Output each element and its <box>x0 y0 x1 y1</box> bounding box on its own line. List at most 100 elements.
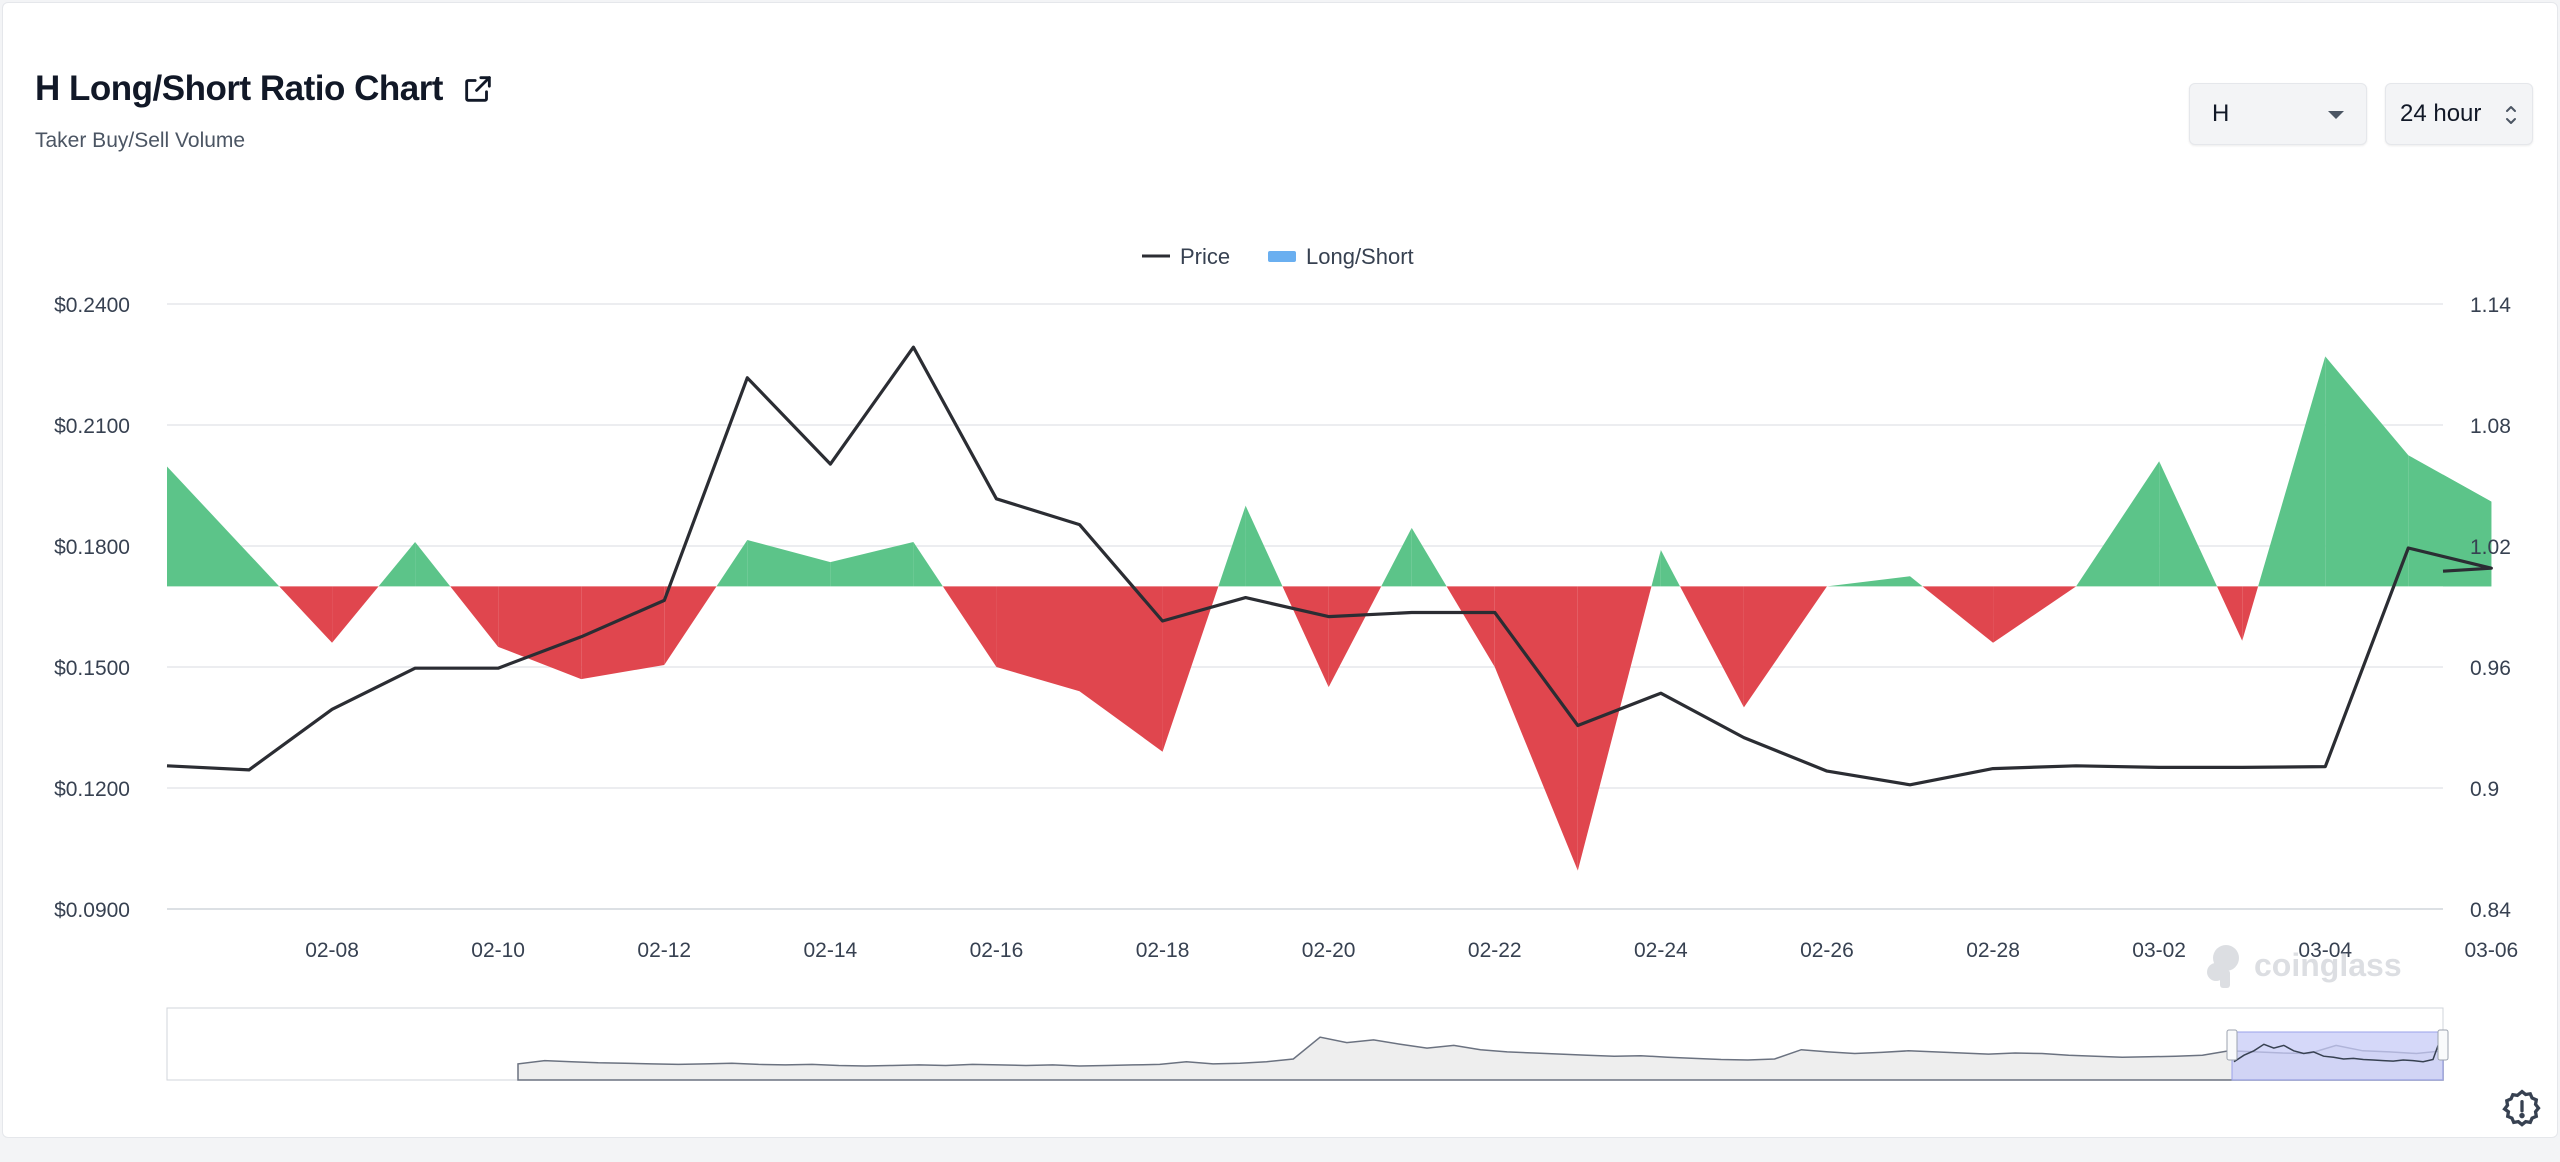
y-right-tick-label: 1.08 <box>2470 415 2511 438</box>
x-axis: 02-08 02-10 02-12 02-14 02-16 02-18 02-20 02-22… <box>305 939 2518 962</box>
gear-icon <box>2502 1089 2541 1127</box>
navigator-left-handle[interactable] <box>2226 1029 2238 1061</box>
short-area-segment <box>2242 586 2259 641</box>
navigator-right-handle[interactable] <box>2437 1029 2449 1061</box>
long-short-area <box>167 356 2492 871</box>
short-area-segment <box>1162 586 1219 752</box>
long-area-segment <box>716 539 748 587</box>
short-area-segment <box>450 586 499 647</box>
legend-price-label: Price <box>1180 244 1230 269</box>
watermark-text: coinglass <box>2254 947 2402 983</box>
y-left-tick-label: $0.1800 <box>54 536 130 559</box>
x-tick-label: 02-08 <box>305 939 359 962</box>
x-tick-label: 02-14 <box>803 939 857 962</box>
price-series <box>166 345 2493 787</box>
long-area-segment <box>747 539 831 587</box>
x-tick-label: 03-04 <box>2298 939 2352 962</box>
y-right-tick-label: 1.14 <box>2470 294 2511 317</box>
external-link-icon[interactable] <box>461 72 495 106</box>
legend-long-short-label: Long/Short <box>1306 244 1414 269</box>
long-area-segment <box>1218 505 1246 587</box>
x-tick-label: 02-28 <box>1966 939 2020 962</box>
y-left-tick-label: $0.2100 <box>54 415 130 438</box>
long-area-segment <box>415 541 451 587</box>
watermark: coinglass <box>2207 945 2402 988</box>
y-right-tick-label: 1.02 <box>2470 536 2511 559</box>
x-tick-label: 03-02 <box>2132 939 2186 962</box>
long-area-segment <box>249 554 280 587</box>
short-area-segment <box>279 586 333 643</box>
short-area-segment <box>1328 586 1382 688</box>
long-area-segment <box>2258 356 2326 587</box>
short-area-segment <box>996 586 1080 692</box>
page-footer-strip <box>0 1140 2560 1162</box>
period-select-value: 24 hour <box>2400 100 2482 127</box>
coinglass-logo-icon <box>2207 945 2239 988</box>
settings-gear-button[interactable] <box>2500 1087 2544 1131</box>
short-area-segment <box>1743 586 1827 708</box>
symbol-select[interactable]: H <box>2189 83 2367 145</box>
short-area-segment <box>1079 586 1163 752</box>
long-area-segment <box>2076 461 2160 587</box>
x-tick-label: 02-18 <box>1136 939 1190 962</box>
short-area-segment <box>664 586 717 665</box>
long-area-segment <box>1826 576 1910 587</box>
x-tick-label: 02-10 <box>471 939 525 962</box>
short-area-segment <box>1494 586 1578 871</box>
chevron-down-icon <box>2328 111 2344 119</box>
short-area-segment <box>942 586 997 667</box>
symbol-select-value: H <box>2212 100 2230 127</box>
long-area-segment <box>1381 527 1412 587</box>
long-area-segment <box>1245 505 1283 587</box>
y-left-tick-label: $0.2400 <box>54 294 130 317</box>
short-area-segment <box>1993 586 2077 643</box>
long-area-segment <box>913 541 943 587</box>
short-area-segment <box>498 586 582 680</box>
short-area-segment <box>1282 586 1329 688</box>
x-tick-label: 02-16 <box>970 939 1024 962</box>
period-select[interactable]: 24 hour <box>2385 83 2533 145</box>
y-left-tick-label: $0.1500 <box>54 657 130 680</box>
up-down-chevron-icon <box>2504 102 2518 128</box>
navigator-selection-line <box>2233 1031 2444 1063</box>
y-right-tick-label: 0.9 <box>2470 778 2499 801</box>
long-area-segment <box>1651 550 1661 587</box>
long-area-segment <box>1910 576 1923 587</box>
long-area-segment <box>830 541 914 587</box>
title-row: H Long/Short Ratio Chart <box>35 69 495 109</box>
x-tick-label: 02-20 <box>1302 939 1356 962</box>
chart-grid <box>167 303 2443 910</box>
long-area-segment <box>167 466 249 587</box>
x-tick-label: 02-24 <box>1634 939 1688 962</box>
chart-legend[interactable]: Price Long/Short <box>1142 244 1414 269</box>
y-right-tick-label: 0.84 <box>2470 899 2511 922</box>
long-area-segment <box>1411 527 1447 587</box>
long-area-segment <box>2159 461 2218 587</box>
y-left-tick-label: $0.1200 <box>54 778 130 801</box>
x-tick-label: 02-22 <box>1468 939 1522 962</box>
page-subtitle: Taker Buy/Sell Volume <box>35 129 246 152</box>
y-right-tick-label: 0.96 <box>2470 657 2511 680</box>
short-area-segment <box>1680 586 1744 708</box>
zoom-navigator[interactable] <box>166 1007 2449 1081</box>
short-area-segment <box>1922 586 1994 643</box>
navigator-sparkline <box>517 1036 2444 1081</box>
x-tick-label: 03-06 <box>2464 939 2518 962</box>
navigator-selection[interactable] <box>2231 1031 2444 1081</box>
long-area-segment <box>378 541 416 587</box>
long-area-segment <box>1660 550 1681 587</box>
short-area-segment <box>1446 586 1495 667</box>
y-left-tick-label: $0.0900 <box>54 899 130 922</box>
legend-long-short-swatch <box>1268 251 1296 262</box>
page-title: H Long/Short Ratio Chart <box>35 69 443 108</box>
x-tick-label: 02-26 <box>1800 939 1854 962</box>
price-line <box>166 345 2493 787</box>
long-area-segment <box>2325 356 2409 587</box>
x-tick-label: 02-12 <box>637 939 691 962</box>
short-area-segment <box>1577 586 1652 871</box>
y-axis-right: 1.14 1.08 1.02 0.96 0.9 0.84 <box>2470 294 2511 922</box>
short-area-segment <box>2217 586 2243 641</box>
short-area-segment <box>332 586 379 643</box>
y-axis-left: $0.2400 $0.2100 $0.1800 $0.1500 $0.1200 $0.09… <box>54 294 130 922</box>
